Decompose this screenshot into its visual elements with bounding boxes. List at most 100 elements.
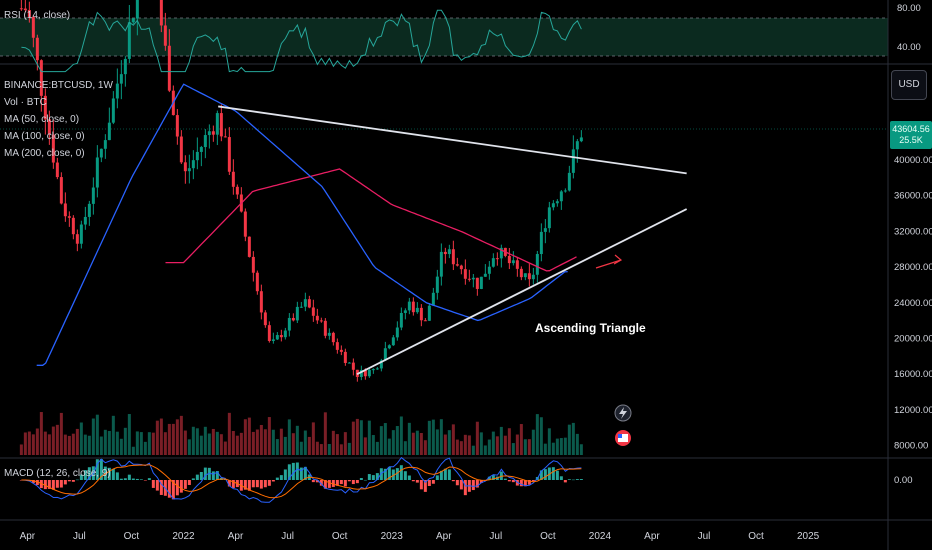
- macd-histogram-bar: [347, 480, 351, 482]
- pattern-annotation: Ascending Triangle: [535, 321, 646, 335]
- macd-histogram-bar: [575, 479, 579, 480]
- volume-bar: [183, 430, 187, 455]
- volume-bar: [539, 417, 543, 455]
- volume-bar: [375, 441, 379, 455]
- macd-histogram-bar: [475, 480, 479, 488]
- candle-body: [331, 332, 335, 343]
- macd-histogram-bar: [211, 471, 215, 480]
- volume-bar: [239, 432, 243, 455]
- volume-bar: [495, 436, 499, 455]
- volume-bar: [299, 441, 303, 455]
- candle-body: [307, 299, 311, 308]
- volume-bar: [111, 415, 115, 455]
- candle-body: [179, 136, 183, 163]
- volume-bar: [383, 423, 387, 455]
- volume-bar: [279, 428, 283, 455]
- macd-histogram-bar: [367, 474, 371, 480]
- ma50-line: [36, 83, 568, 366]
- macd-histogram-bar: [443, 468, 447, 480]
- candle-body: [71, 217, 75, 235]
- macd-histogram-bar: [455, 480, 459, 486]
- macd-histogram-bar: [19, 480, 23, 481]
- volume-bar: [79, 422, 83, 455]
- volume-bar: [235, 435, 239, 455]
- candle-body: [287, 317, 291, 331]
- volume-bar: [339, 444, 343, 455]
- volume-bar: [107, 430, 111, 455]
- symbol-title[interactable]: BINANCE:BTCUSD, 1W: [4, 80, 113, 91]
- macd-histogram-bar: [459, 480, 463, 490]
- macd-histogram-bar: [311, 480, 315, 483]
- flag-icon[interactable]: [615, 430, 631, 446]
- volume-bars: [19, 412, 583, 455]
- volume-bar: [91, 418, 95, 455]
- volume-bar: [231, 430, 235, 455]
- candle-body: [543, 228, 547, 232]
- rsi-tick-label: 80.00: [897, 3, 921, 14]
- volume-bar: [215, 431, 219, 455]
- macd-histogram-bar: [283, 469, 287, 480]
- candle-body: [395, 327, 399, 338]
- candle-body: [487, 266, 491, 274]
- macd-histogram-bar: [119, 478, 123, 480]
- volume-bar: [47, 434, 51, 455]
- price-tick-label: 36000.00: [894, 191, 932, 202]
- volume-bar: [247, 417, 251, 455]
- volume-bar: [575, 433, 579, 455]
- candle-body: [75, 234, 79, 244]
- currency-button[interactable]: USD: [891, 70, 927, 100]
- volume-bar: [363, 437, 367, 455]
- volume-bar: [519, 424, 523, 455]
- macd-histogram-bar: [159, 480, 163, 495]
- candle-body: [223, 136, 227, 138]
- candle-body: [375, 368, 379, 370]
- price-tick-label: 12000.00: [894, 405, 932, 416]
- candle-body: [443, 251, 447, 255]
- macd-histogram-bar: [111, 468, 115, 480]
- candle-body: [31, 16, 35, 38]
- macd-histogram-bar: [471, 480, 475, 491]
- price-tick-label: 20000.00: [894, 334, 932, 345]
- macd-histogram-bar: [379, 468, 383, 480]
- macd-histogram-bar: [479, 480, 483, 483]
- last-price-tag: 43604.56 25.5K: [890, 121, 932, 149]
- candle-body: [399, 312, 403, 328]
- candle-body: [339, 349, 343, 352]
- candle-body: [251, 256, 255, 273]
- candle-body: [259, 291, 263, 313]
- volume-bar: [191, 426, 195, 455]
- macd-histogram-bar: [147, 478, 151, 480]
- macd-histogram-bar: [327, 480, 331, 488]
- candle-body: [579, 137, 583, 142]
- macd-histogram-bar: [539, 470, 543, 480]
- volume-bar: [307, 436, 311, 455]
- candle-body: [423, 320, 427, 322]
- macd-histogram-bar: [431, 480, 435, 484]
- candle-body: [99, 148, 103, 158]
- volume-bar: [515, 434, 519, 455]
- macd-histogram-bar: [51, 480, 55, 490]
- candle-body: [175, 115, 179, 137]
- time-tick-label: Jul: [698, 531, 711, 542]
- volume-bar: [395, 426, 399, 455]
- candle-body: [87, 203, 91, 217]
- candle-body: [271, 339, 275, 341]
- support-trendline[interactable]: [356, 208, 688, 376]
- candle-body: [247, 236, 251, 257]
- resistance-trendline[interactable]: [218, 105, 687, 175]
- volume-bar: [95, 414, 99, 455]
- volume-bar: [171, 423, 175, 455]
- volume-bar: [499, 426, 503, 455]
- macd-histogram-bar: [331, 480, 335, 487]
- lightning-icon[interactable]: [614, 404, 632, 422]
- candle-body: [107, 122, 111, 141]
- candle-body: [283, 330, 287, 338]
- candle-body: [51, 134, 55, 163]
- candles: [19, 0, 583, 382]
- volume-bar: [75, 428, 79, 455]
- volume-bar: [291, 433, 295, 455]
- volume-bar: [135, 431, 139, 455]
- candle-body: [547, 207, 551, 229]
- macd-histogram-bar: [387, 466, 391, 480]
